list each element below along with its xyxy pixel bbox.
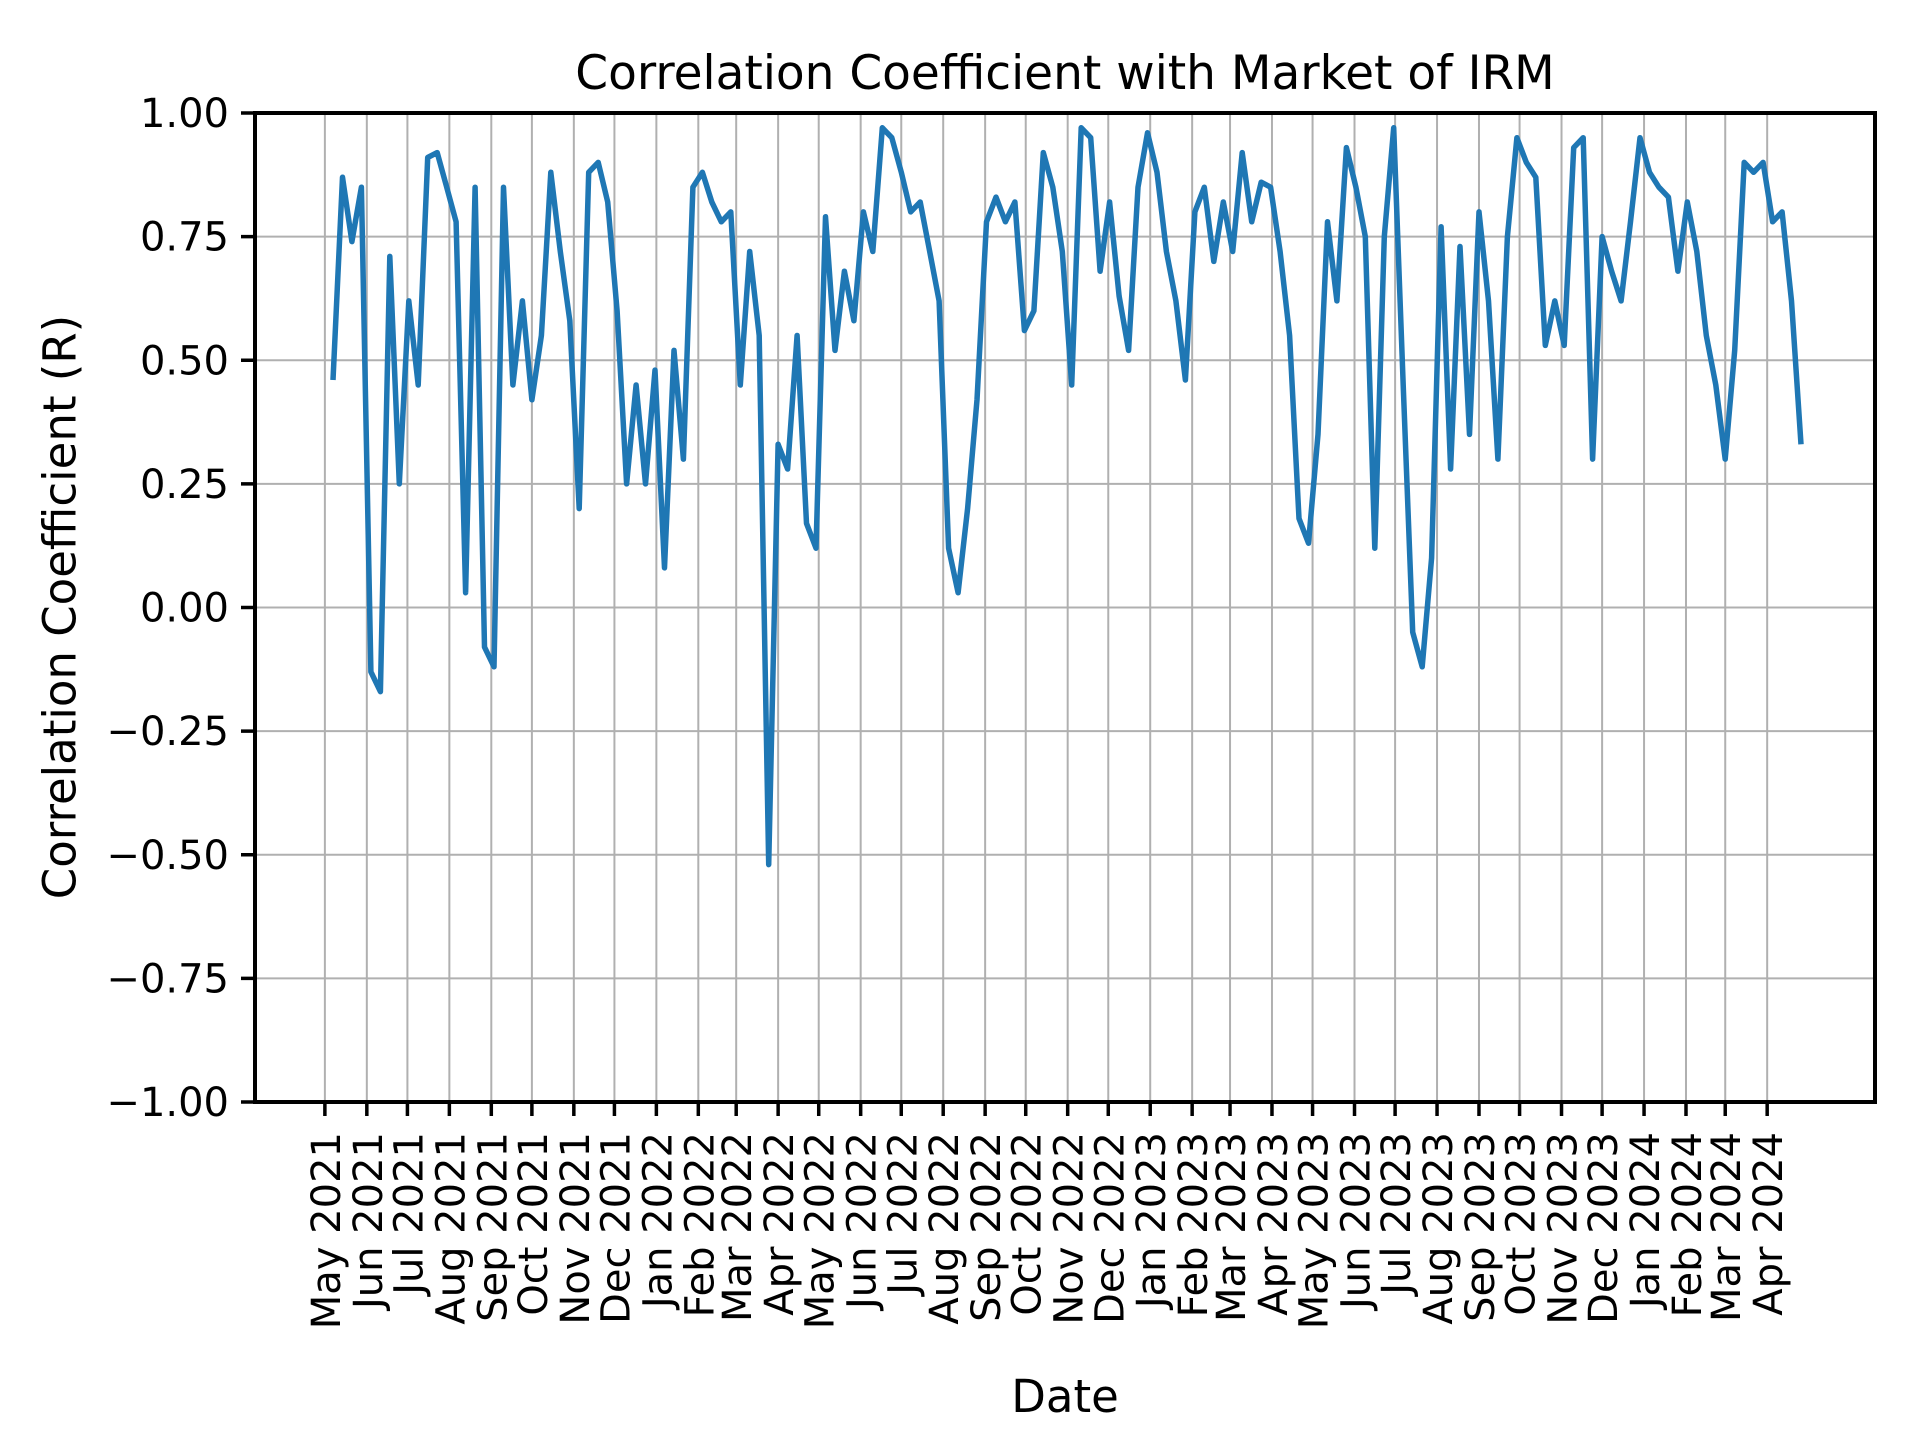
x-tick-label: Jan 2023 (1129, 1132, 1175, 1311)
x-tick-label: Jan 2024 (1623, 1132, 1669, 1311)
y-tick-label: −0.25 (106, 709, 229, 755)
x-tick-label: Oct 2021 (511, 1132, 557, 1316)
correlation-line-series (330, 125, 1804, 868)
x-tick-label: Aug 2023 (1416, 1132, 1462, 1325)
ticks (241, 111, 1769, 1116)
x-tick-label: Mar 2024 (1704, 1132, 1750, 1322)
y-axis-label: Correlation Coefficient (R) (33, 314, 87, 900)
x-tick-label: Nov 2022 (1047, 1132, 1093, 1325)
x-tick-label: Feb 2023 (1171, 1132, 1217, 1317)
x-tick-label: May 2023 (1292, 1132, 1338, 1329)
x-tick-label: Nov 2023 (1541, 1132, 1587, 1325)
y-tick-label: 0.75 (140, 215, 229, 261)
x-tick-label: Oct 2022 (1005, 1132, 1051, 1316)
x-tick-label: Apr 2022 (757, 1132, 803, 1316)
x-tick-label: Apr 2024 (1746, 1132, 1792, 1316)
x-tick-label: Dec 2023 (1581, 1132, 1627, 1324)
x-tick-label: Oct 2023 (1499, 1132, 1545, 1316)
y-tick-label: −1.00 (106, 1080, 229, 1126)
tick-labels: 1.00 0.75 0.50 0.25 0.00 −0.25 −0.50 −0.75 −1.00… (106, 91, 1792, 1329)
y-tick-label: −0.75 (106, 956, 229, 1002)
x-tick-label: Sep 2023 (1458, 1132, 1504, 1322)
x-tick-label: Dec 2021 (593, 1132, 639, 1324)
y-tick-label: 0.50 (140, 338, 229, 384)
x-tick-label: Sep 2022 (964, 1132, 1010, 1322)
x-tick-label: Feb 2022 (677, 1132, 723, 1317)
x-axis-label: Date (1011, 1370, 1119, 1423)
x-tick-label: Jun 2021 (346, 1132, 392, 1312)
x-tick-label: Apr 2023 (1251, 1132, 1297, 1316)
x-tick-label: Mar 2023 (1209, 1132, 1255, 1322)
x-tick-label: Dec 2022 (1087, 1132, 1133, 1324)
x-tick-label: Jul 2023 (1374, 1132, 1420, 1298)
x-tick-label: Feb 2024 (1665, 1132, 1711, 1317)
y-tick-label: 0.25 (140, 462, 229, 508)
y-tick-label: 0.00 (140, 586, 229, 632)
x-tick-label: Nov 2021 (553, 1132, 599, 1325)
x-tick-label: Mar 2022 (715, 1132, 761, 1322)
x-tick-label: Jun 2023 (1334, 1132, 1380, 1312)
y-tick-label: 1.00 (140, 91, 229, 137)
x-tick-label: May 2022 (798, 1132, 844, 1329)
y-tick-label: −0.50 (106, 833, 229, 879)
x-tick-label: Jul 2022 (880, 1132, 926, 1298)
chart-title: Correlation Coefficient with Market of I… (575, 46, 1555, 101)
x-tick-label: Aug 2022 (922, 1132, 968, 1325)
x-tick-label: Jan 2022 (635, 1132, 681, 1311)
x-tick-label: Aug 2021 (428, 1132, 474, 1325)
x-tick-label: Sep 2021 (470, 1132, 516, 1322)
x-tick-label: Jun 2022 (840, 1132, 886, 1312)
x-tick-label: May 2021 (304, 1132, 350, 1329)
x-tick-label: Jul 2021 (386, 1132, 432, 1298)
gridlines (255, 112, 1875, 1103)
